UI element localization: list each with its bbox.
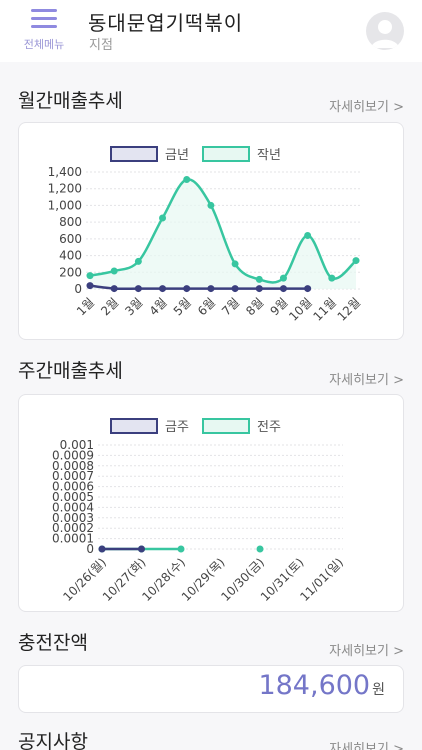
monthly-legend-swatch-1	[202, 146, 250, 162]
notice-title: 공지사항	[18, 731, 88, 750]
weekly-y-tick: 0.0001	[52, 532, 94, 546]
monthly-point-0	[134, 285, 142, 293]
weekly-y-tick: 0.0002	[52, 521, 94, 535]
monthly-x-tick: 7월	[219, 295, 242, 318]
monthly-point-0	[304, 285, 312, 293]
weekly-y-tick: 0.0007	[52, 469, 94, 483]
weekly-x-tick: 11/01(일)	[297, 555, 346, 604]
weekly-more-link[interactable]: 자세히보기 >	[329, 373, 404, 388]
monthly-point-0	[231, 285, 239, 293]
weekly-y-tick: 0.0005	[52, 490, 94, 504]
monthly-x-tick: 10월	[286, 295, 315, 324]
monthly-sales-chart: 금년 작년 1,400 1,200 1,000 800 600 400 200 01월 2월 3월 4월…	[48, 146, 364, 324]
weekly-y-tick: 0.0004	[52, 500, 94, 514]
monthly-x-tick: 12월	[335, 295, 364, 324]
user-avatar-icon[interactable]	[366, 12, 404, 50]
monthly-x-tick: 8월	[243, 295, 266, 318]
monthly-point-1	[207, 201, 215, 209]
monthly-legend-swatch-0	[110, 146, 158, 162]
branch-label: 지점	[89, 38, 113, 53]
weekly-point-1	[177, 545, 185, 553]
monthly-point-1	[86, 272, 94, 280]
weekly-point-0	[98, 545, 106, 553]
monthly-point-0	[279, 285, 287, 293]
app-header: 전체메뉴 동대문엽기떡볶이 지점	[0, 0, 422, 62]
notice-more-link[interactable]: 자세히보기 >	[329, 742, 404, 750]
monthly-point-0	[159, 285, 167, 293]
monthly-y-tick: 1,000	[48, 198, 82, 212]
monthly-point-1	[304, 232, 312, 240]
balance-title: 충전잔액	[18, 632, 88, 654]
monthly-more-link[interactable]: 자세히보기 >	[329, 100, 404, 115]
monthly-legend-label-1: 작년	[257, 148, 281, 163]
monthly-point-1	[134, 257, 142, 265]
monthly-series-area-1	[90, 179, 356, 289]
weekly-y-tick: 0.001	[60, 438, 94, 452]
menu-label: 전체메뉴	[23, 38, 65, 51]
store-name: 동대문엽기떡볶이	[88, 11, 244, 35]
weekly-y-tick: 0	[86, 542, 94, 556]
balance-card: 184,600 원	[18, 665, 404, 713]
monthly-point-1	[110, 267, 118, 275]
monthly-point-0	[183, 285, 191, 293]
monthly-y-tick: 400	[59, 249, 82, 263]
monthly-point-0	[110, 285, 118, 293]
monthly-series-line-0	[89, 284, 308, 291]
monthly-point-1	[231, 260, 239, 268]
monthly-chart-card: 금년 작년 1,400 1,200 1,000 800 600 400 200 0 1월 2월 3월 4월…	[18, 122, 404, 340]
monthly-y-tick: 1,200	[48, 182, 82, 196]
balance-more-link[interactable]: 자세히보기 >	[329, 644, 404, 659]
weekly-legend-label-0: 금주	[165, 420, 189, 435]
balance-amount: 184,600 원	[258, 670, 385, 701]
weekly-legend-swatch-0	[110, 418, 158, 434]
weekly-point-0	[138, 545, 145, 553]
monthly-point-1	[328, 274, 336, 282]
weekly-legend-label-1: 전주	[257, 420, 281, 435]
weekly-y-tick: 0.0009	[52, 448, 94, 462]
monthly-x-tick: 6월	[195, 295, 218, 318]
monthly-legend-label-0: 금년	[165, 148, 189, 163]
monthly-point-0	[86, 282, 94, 290]
weekly-legend-swatch-1	[202, 418, 250, 434]
monthly-x-tick: 11월	[310, 295, 339, 324]
weekly-chart-card: 금주 전주 0.001 0.0009 0.0008 0.0007 0.0006 0.0005 0…	[18, 394, 404, 612]
weekly-y-tick: 0.0008	[52, 459, 94, 473]
monthly-point-1	[279, 274, 287, 282]
monthly-point-1	[159, 214, 167, 222]
monthly-x-tick: 5월	[171, 295, 194, 318]
monthly-y-tick: 1,400	[48, 165, 82, 179]
weekly-point-1	[256, 545, 264, 553]
monthly-point-0	[207, 285, 215, 293]
monthly-y-tick: 200	[59, 265, 82, 279]
weekly-y-tick: 0.0003	[52, 511, 94, 525]
monthly-x-tick: 2월	[98, 295, 121, 318]
balance-value: 184,600	[258, 670, 371, 701]
monthly-x-tick: 4월	[147, 295, 170, 318]
monthly-x-tick: 1월	[74, 295, 97, 318]
balance-unit: 원	[372, 682, 385, 698]
monthly-point-1	[255, 275, 263, 283]
monthly-sales-title: 월간매출추세	[18, 90, 123, 112]
monthly-x-tick: 3월	[122, 295, 145, 318]
hamburger-icon	[31, 8, 57, 30]
weekly-sales-title: 주간매출추세	[18, 360, 123, 382]
monthly-point-1	[352, 257, 360, 265]
monthly-y-tick: 600	[59, 232, 82, 246]
weekly-y-tick: 0.0006	[52, 480, 94, 494]
monthly-y-tick: 800	[59, 215, 82, 229]
menu-button[interactable]: 전체메뉴	[14, 8, 74, 52]
monthly-y-tick: 0	[74, 282, 82, 296]
monthly-point-0	[255, 285, 263, 293]
weekly-sales-chart: 금주 전주0.0010.00090.00080.00070.00060.00050…	[52, 418, 346, 604]
monthly-point-1	[183, 176, 191, 184]
